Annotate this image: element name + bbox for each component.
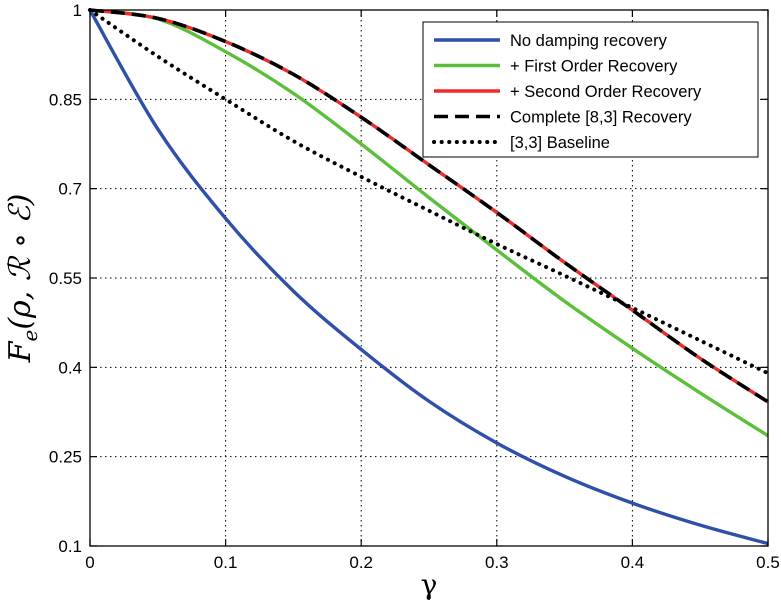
y-tick-label: 0.4	[58, 358, 82, 377]
y-tick-label: 0.85	[49, 90, 82, 109]
series-lines	[88, 8, 770, 546]
x-tick-label: 0.1	[214, 553, 238, 572]
x-tick-label: 0	[85, 553, 94, 572]
y-axis-label-args: (ρ, ℛ ∘ ℰ)	[3, 194, 38, 330]
series-line-2	[89, 8, 769, 438]
y-tick-label: 0.1	[58, 537, 82, 556]
ticks	[89, 9, 769, 547]
legend-label-4: Complete [8,3] Recovery	[510, 109, 692, 127]
y-axis-label: Fe(ρ, ℛ ∘ ℰ)	[3, 194, 42, 364]
series-line-1	[88, 9, 769, 546]
legend-label-5: [3,3] Baseline	[510, 134, 610, 152]
x-axis-label: γ	[421, 568, 438, 601]
svg-text:Fe(ρ, ℛ ∘ ℰ): Fe(ρ, ℛ ∘ ℰ)	[3, 194, 42, 364]
y-tick-label: 0.55	[49, 269, 82, 288]
legend-label-1: No damping recovery	[510, 32, 668, 50]
y-tick-label: 0.7	[58, 180, 82, 199]
x-tick-label: 0.4	[621, 553, 645, 572]
legend-label-2: + First Order Recovery	[510, 58, 678, 76]
tick-labels: 0 0.1 0.2 0.3 0.4 0.50.10.250.40.550.70.851	[49, 1, 780, 572]
x-tick-label: 0.2	[349, 553, 373, 572]
legend-label-3: + Second Order Recovery	[510, 83, 702, 101]
y-tick-label: 1	[73, 1, 82, 20]
y-tick-label: 0.25	[49, 448, 82, 467]
y-axis-label-main: F	[3, 340, 38, 363]
legend: No damping recovery + First Order Recover…	[422, 21, 759, 158]
x-tick-label: 0.3	[485, 553, 509, 572]
series-line-4	[89, 8, 769, 404]
series-line-5	[88, 8, 770, 376]
y-axis-label-sub: e	[18, 330, 42, 342]
x-tick-label: 0.5	[756, 553, 780, 572]
